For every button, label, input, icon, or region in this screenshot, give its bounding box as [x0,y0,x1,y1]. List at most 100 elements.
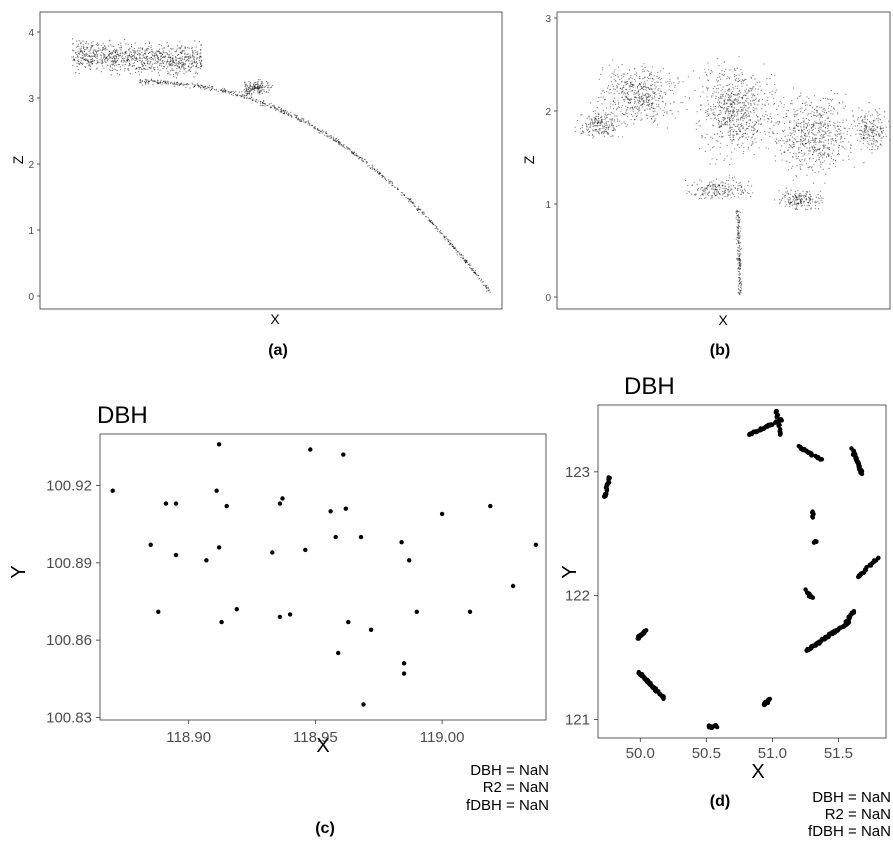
panel-b-cloud-point [870,123,873,125]
panel-b-cloud-point [797,140,799,143]
panel-b-cloud-point [613,78,615,80]
panel-a-cloud-point [429,220,431,222]
panel-b-cloud-point [714,105,717,108]
panel-b-cloud-point [793,134,796,136]
panel-a-cloud-point [363,161,365,163]
panel-a-cloud-point [234,92,236,94]
panel-b-cloud-point [738,250,740,252]
panel-a-cloud-point [88,50,90,53]
panel-b-cloud-point [862,121,864,123]
panel-b-cloud-point [653,75,655,77]
panel-b-cloud-point [713,180,715,182]
panel-a-cloud-point [321,129,323,131]
panel-b-cloud-point [756,108,758,110]
panel-b-cloud-point [618,92,620,94]
panel-b-cloud-point [723,99,725,101]
panel-b-cloud-point [804,197,806,199]
panel-b-cloud-point [641,88,643,90]
panel-b-cloud-point [857,117,859,119]
panel-b-cloud-point [868,128,870,130]
panel-a-cloud-point [333,140,335,142]
panel-a-cloud-point [114,51,116,54]
panel-a-cloud-point [90,63,92,65]
panel-a-cloud-point [314,128,316,130]
panel-b-cloud-point [727,100,729,102]
panel-b-cloud-point [745,109,747,111]
panel-b-cloud-point [806,174,808,176]
panel-a-cloud-point [277,109,279,111]
panel-b-cloud-point [736,134,738,136]
panel-b-cloud-point [701,187,704,189]
panel-b-cloud-point [612,129,615,131]
panel-b-cloud-point [629,69,631,71]
panel-a-cloud-point [133,62,136,64]
panel-a-cloud-point [110,52,112,54]
panel-a-cloud-point [116,59,118,62]
panel-b-cloud-point [752,93,754,95]
panel-b-cloud-point [729,119,731,122]
panel-b-cloud-point [792,130,794,132]
panel-b-cloud-point [633,93,635,95]
panel-b-cloud-point [824,132,827,134]
panel-b-cloud-point [795,208,797,210]
panel-b-cloud-point [748,136,750,138]
panel-a-cloud-point [145,78,147,81]
panel-b-cloud-point [740,118,742,120]
panel-b-cloud-point [744,105,746,107]
panel-a-cloud-point [268,89,270,91]
panel-b-cloud-point [790,189,792,191]
panel-a-cloud-point [463,260,466,262]
panel-b-cloud-point [746,84,748,86]
panel-a-cloud-point [376,171,379,173]
panel-b-cloud-point [733,176,736,178]
panel-b-cloud-point [737,231,739,233]
panel-a-cloud-point [174,83,176,85]
panel-b-cloud-point [810,207,813,209]
panel-b-cloud-point [706,185,709,187]
panel-b-cloud-point [735,211,737,213]
panel-a-cloud-point [95,68,97,70]
panel-b-cloud-point [581,124,584,126]
panel-a-cloud-point [159,63,161,65]
panel-a-cloud-point [98,47,100,49]
panel-b-cloud-point [721,123,723,125]
panel-a-cloud-point [154,66,156,68]
panel-b-cloud-point [814,200,816,202]
panel-c-point [303,547,308,553]
panel-a-cloud-point [382,176,384,178]
panel-b-cloud-point [652,102,654,104]
panel-a-cloud-point [341,145,343,147]
panel-a-cloud-point [185,71,187,73]
panel-a-cloud-point [95,50,97,53]
panel-c-point [214,488,219,493]
panel-b-cloud-point [756,131,758,133]
panel-b-cloud-point [825,156,828,158]
panel-b-cloud-point [727,90,729,92]
panel-a-cloud-point [417,209,419,211]
panel-a-cloud-point [401,192,404,194]
panel-b-cloud-point [807,201,809,203]
panel-b-cloud-point [738,268,740,270]
panel-b-cloud-point [737,133,739,135]
panel-a-cloud-point [171,83,173,85]
panel-b-cloud-point [729,99,731,101]
panel-b-cloud-point [616,107,618,109]
panel-b-cloud-point [748,112,750,114]
panel-d-point [773,420,778,425]
panel-b-cloud-point [598,78,600,80]
panel-a-cloud-point [222,90,224,92]
panel-b-cloud-point [635,72,638,74]
panel-a-cloud-point [256,87,258,89]
panel-b-cloud-point [638,110,640,112]
panel-a-cloud-point [381,175,383,177]
panel-a-cloud-point [189,60,191,62]
panel-a-cloud-point [102,57,105,59]
panel-b-cloud-point [819,139,821,142]
panel-b-cloud-point [651,66,654,68]
panel-b-cloud-point [713,111,715,114]
panel-b-cloud-point [827,153,829,155]
panel-b-cloud-point [737,263,739,265]
panel-b-cloud-point [803,204,806,206]
panel-b-cloud-point [799,200,801,203]
panel-b-cloud-point [786,140,788,142]
